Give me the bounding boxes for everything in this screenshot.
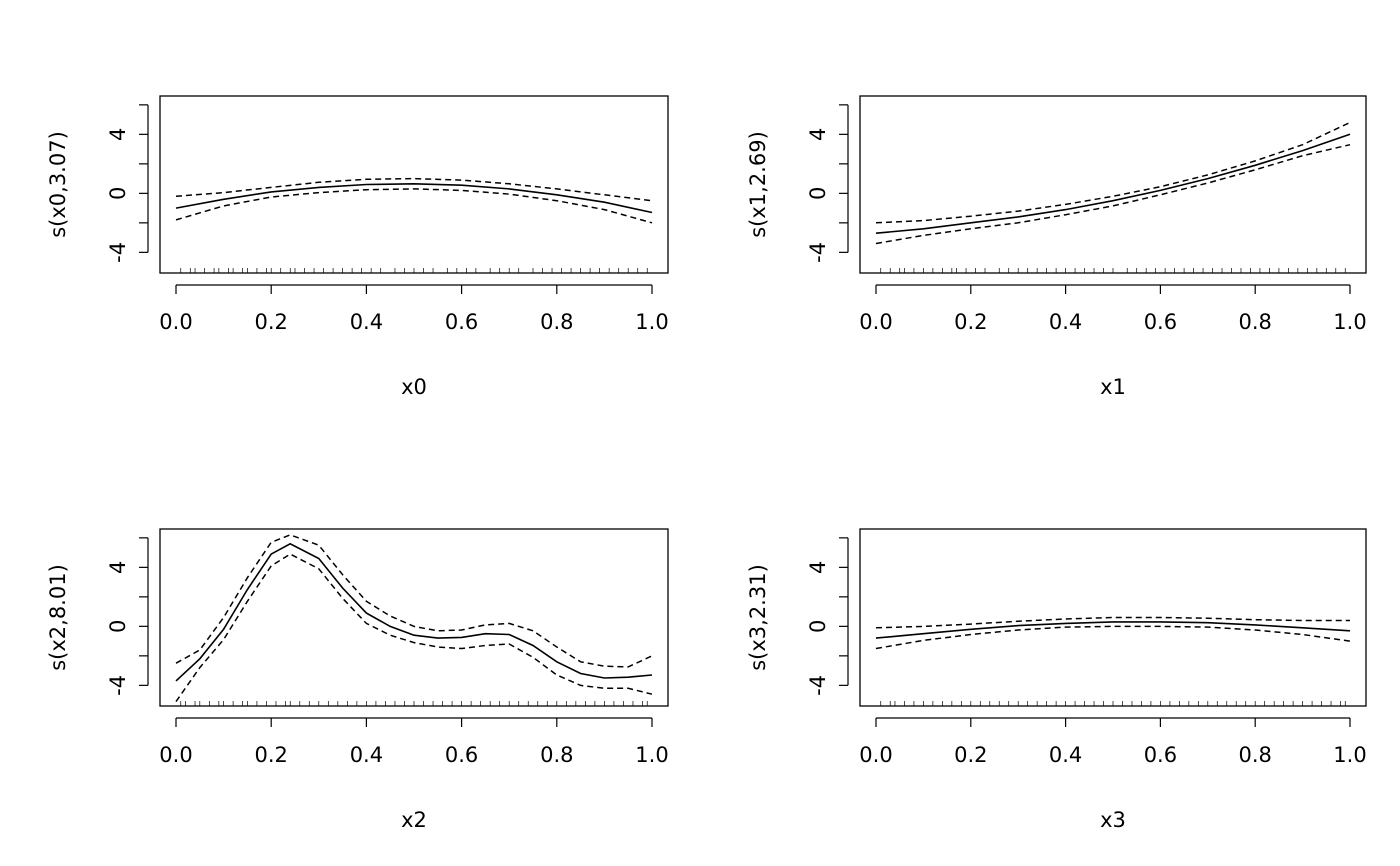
rug [880, 701, 1346, 706]
x-tick-label: 0.4 [350, 743, 383, 767]
x-axis-label: x2 [401, 808, 427, 832]
x-tick-label: 0.4 [1049, 310, 1082, 334]
y-tick-label: 0 [806, 187, 830, 200]
x-tick-label: 0.0 [159, 743, 192, 767]
x-axis-label: x3 [1100, 808, 1126, 832]
x-tick-label: 1.0 [635, 743, 668, 767]
y-tick-label: -4 [106, 242, 130, 263]
y-axis-label: s(x0,3.07) [46, 131, 70, 238]
x-axis-label: x0 [401, 375, 427, 399]
y-tick-label: 4 [806, 561, 830, 574]
smooth-fit-line [875, 621, 1351, 639]
panel-x2: 0.0 0.2 0.4 0.6 0.8 1.0 x2 -4 0 4 s(x2,8.01) [46, 528, 669, 832]
y-tick-label: -4 [806, 242, 830, 263]
y-axis-label: s(x1,2.69) [746, 131, 770, 238]
x-tick-label: 1.0 [1333, 743, 1366, 767]
y-tick-label: -4 [806, 675, 830, 696]
smooth-fit-line [175, 542, 653, 682]
x-tick-label: 0.6 [445, 743, 478, 767]
x-tick-label: 0.2 [254, 310, 287, 334]
x-tick-label: 0.2 [954, 310, 987, 334]
confidence-band-line [875, 616, 1350, 629]
plot-frame [159, 528, 669, 707]
confidence-band-line [175, 188, 653, 224]
x-tick-label: 0.6 [1144, 743, 1177, 767]
panel-x0: 0.0 0.2 0.4 0.6 0.8 1.0 x0 -4 0 4 s(x0,3.07) [46, 95, 669, 399]
y-tick-label: 0 [806, 620, 830, 633]
confidence-band-line [175, 534, 653, 668]
y-axis-label: s(x2,8.01) [46, 564, 70, 671]
x-tick-label: 0.4 [350, 310, 383, 334]
x-tick-label: 0.0 [859, 743, 892, 767]
x-tick-label: 1.0 [1333, 310, 1366, 334]
smooth-fit-line [875, 133, 1351, 234]
confidence-band-line [875, 625, 1351, 650]
y-tick-label: -4 [106, 675, 130, 696]
y-tick-label: 4 [806, 128, 830, 141]
y-tick-label: 4 [106, 128, 130, 141]
y-tick-label: 0 [106, 620, 130, 633]
rug [180, 268, 648, 273]
rug [880, 268, 1346, 273]
x-tick-label: 0.8 [1238, 310, 1271, 334]
x-tick-label: 0.2 [254, 743, 287, 767]
x-tick-label: 1.0 [635, 310, 668, 334]
x-tick-label: 0.2 [954, 743, 987, 767]
x-axis-label: x1 [1100, 375, 1126, 399]
x-tick-label: 0.6 [1144, 310, 1177, 334]
panel-x1: 0.0 0.2 0.4 0.6 0.8 1.0 x1 -4 0 4 s(x1,2.69) [746, 95, 1367, 399]
y-axis-label: s(x3,2.31) [746, 564, 770, 671]
confidence-band-line [175, 553, 653, 703]
confidence-band-line [875, 143, 1351, 245]
x-tick-label: 0.6 [445, 310, 478, 334]
plot-frame [859, 95, 1367, 274]
x-tick-label: 0.8 [540, 310, 573, 334]
smooth-fit-line [175, 182, 653, 214]
x-tick-label: 0.0 [859, 310, 892, 334]
y-tick-label: 0 [106, 187, 130, 200]
x-tick-label: 0.8 [540, 743, 573, 767]
x-tick-label: 0.4 [1049, 743, 1082, 767]
y-tick-label: 4 [106, 561, 130, 574]
panel-x3: 0.0 0.2 0.4 0.6 0.8 1.0 x3 -4 0 4 s(x3,2.31) [746, 528, 1367, 832]
x-tick-label: 0.8 [1238, 743, 1271, 767]
rug [180, 701, 648, 706]
confidence-band-line [875, 121, 1351, 224]
plot-frame [859, 528, 1367, 707]
x-tick-label: 0.0 [159, 310, 192, 334]
